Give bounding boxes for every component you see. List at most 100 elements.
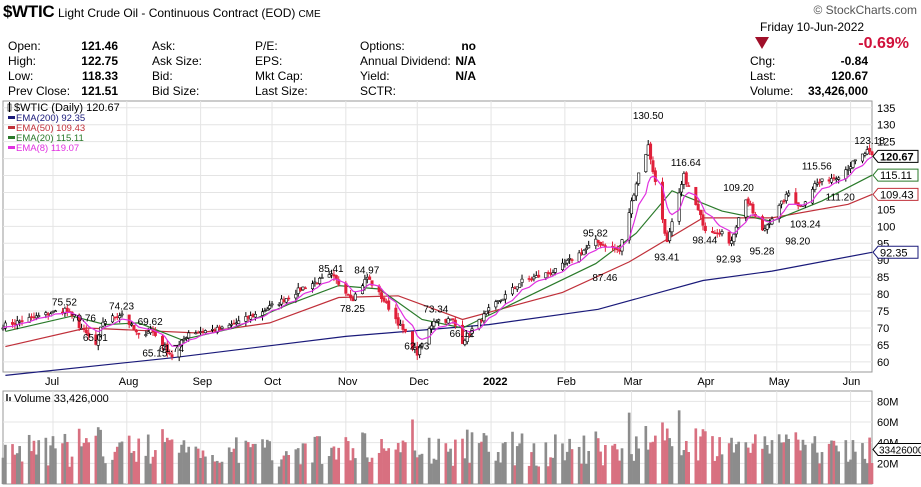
volume-bar: [720, 454, 724, 484]
volume-bar: [713, 460, 717, 484]
candle-body: [294, 294, 298, 299]
volume-bar: [820, 452, 824, 484]
price-tick-label: 75: [877, 306, 889, 318]
candle-body: [696, 203, 700, 211]
volume-bar: [494, 460, 498, 484]
volume-bar: [37, 440, 41, 484]
candle-body: [637, 172, 641, 184]
volume-bar: [563, 460, 567, 484]
volume-bar: [194, 446, 198, 484]
candle-body: [263, 310, 267, 312]
volume-bar: [415, 457, 419, 484]
candle-body: [1, 327, 5, 330]
candle-body: [280, 298, 284, 305]
volume-bar: [368, 461, 371, 484]
candle-body: [515, 286, 519, 290]
candle-body: [265, 308, 269, 311]
candle-body: [346, 294, 350, 296]
candle-body: [218, 326, 222, 330]
candle-body: [749, 203, 753, 206]
candle-body: [560, 262, 564, 271]
volume-bar: [184, 452, 188, 484]
candle-body: [301, 286, 305, 291]
volume-tick-label: 80M: [877, 396, 898, 408]
volume-bar: [361, 432, 364, 484]
candle-body: [868, 147, 872, 152]
candle-body: [170, 354, 174, 358]
candle-body: [782, 200, 786, 203]
candle-body: [620, 239, 624, 252]
volume-bar: [663, 440, 667, 484]
volume-bar: [180, 444, 183, 484]
candle-body: [610, 245, 614, 248]
candle-body: [311, 283, 315, 290]
volume-bar: [544, 442, 548, 484]
candle-body: [501, 298, 505, 301]
volume-bar: [782, 442, 786, 484]
quote-label: Last Size:: [255, 84, 308, 98]
candle-body: [680, 184, 684, 193]
date-tick-label: Aug: [119, 376, 139, 388]
candle-body: [303, 287, 307, 290]
volume-bar: [204, 456, 207, 484]
volume-bar: [382, 448, 386, 484]
volume-bar: [227, 447, 231, 484]
candle-body: [827, 179, 831, 182]
volume-bar: [694, 428, 698, 484]
volume-bar: [311, 462, 314, 484]
candle-body: [844, 169, 848, 179]
volume-bar: [363, 433, 367, 484]
volume-bar: [315, 436, 319, 484]
stockcharts-logo[interactable]: © StockCharts.com: [813, 3, 917, 17]
quote-label: Open:: [8, 39, 41, 53]
price-legend-entry: $WTIC (Daily) 120.67: [14, 102, 120, 114]
candle-body: [632, 194, 636, 201]
candle-body: [337, 279, 341, 285]
volume-bar: [582, 435, 586, 484]
volume-bar: [151, 456, 155, 484]
candle-body: [127, 314, 131, 325]
candle-body: [382, 297, 386, 302]
candle-body: [46, 313, 50, 316]
volume-bar: [613, 443, 617, 484]
volume-bar: [765, 445, 769, 484]
candle-body: [365, 277, 369, 280]
candle-body: [3, 322, 7, 329]
quote-value: 33,426,000: [807, 84, 868, 98]
candle-body: [851, 160, 855, 168]
candle-body: [284, 298, 288, 303]
volume-bar: [296, 448, 300, 484]
quote-label: High:: [8, 54, 37, 68]
exchange-label: CME: [298, 9, 321, 20]
candle-body: [765, 224, 769, 230]
candle-body: [584, 247, 588, 250]
volume-bar: [527, 465, 531, 484]
volume-bar: [601, 465, 605, 484]
candle-body: [763, 228, 767, 231]
candle-body: [549, 272, 553, 275]
volume-bar: [637, 448, 641, 484]
price-annotation: 61.74: [159, 344, 184, 355]
volume-bar: [96, 427, 100, 484]
volume-bar: [732, 452, 736, 484]
candle-body: [413, 347, 417, 351]
candle-body: [168, 352, 172, 355]
volume-bar: [418, 454, 421, 484]
candle-body: [870, 151, 874, 155]
volume-bar: [220, 461, 224, 484]
volume-bar: [682, 450, 686, 484]
candle-body: [153, 330, 157, 336]
volume-bar: [561, 443, 564, 484]
volume-bar: [546, 466, 550, 484]
volume-bar: [430, 463, 433, 484]
price-annotation: 116.64: [671, 158, 701, 169]
volume-bar: [651, 441, 655, 484]
ema-legend-entry: EMA(20) 115.11: [16, 133, 84, 144]
candle-body: [380, 292, 384, 300]
candle-body: [751, 203, 755, 214]
candle-body: [582, 249, 586, 256]
volume-bar: [377, 452, 381, 484]
candle-body: [537, 274, 541, 278]
candle-body: [530, 278, 534, 281]
last-volume-label: 33426000: [879, 445, 921, 456]
